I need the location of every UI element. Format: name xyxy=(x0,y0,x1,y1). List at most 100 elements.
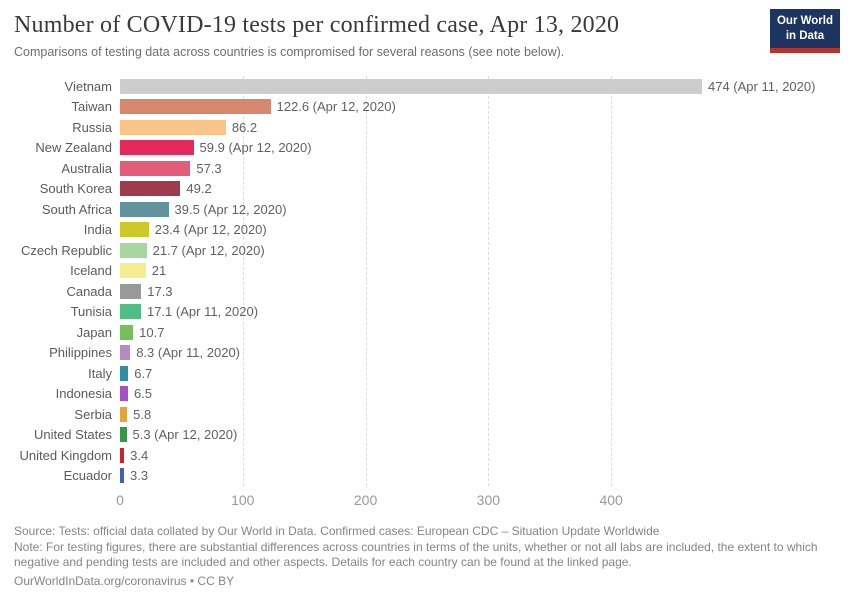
value-label: 17.1 (Apr 11, 2020) xyxy=(146,304,259,320)
bar-chart: Vietnam 474 (Apr 11, 2020) Taiwan 122.6 (Ap… xyxy=(0,76,850,514)
bar-row: Russia 86.2 xyxy=(0,117,850,138)
bar[interactable] xyxy=(120,263,146,279)
bar[interactable] xyxy=(120,283,142,299)
license-label: • CC BY xyxy=(186,573,235,588)
category-label: Australia xyxy=(61,160,112,176)
category-label: Italy xyxy=(88,365,112,381)
bar-row: South Africa 39.5 (Apr 12, 2020) xyxy=(0,199,850,220)
page-title: Number of COVID-19 tests per confirmed c… xyxy=(14,12,620,38)
value-label: 23.4 (Apr 12, 2020) xyxy=(154,222,267,238)
bar-row: India 23.4 (Apr 12, 2020) xyxy=(0,220,850,241)
bar-row: Tunisia 17.1 (Apr 11, 2020) xyxy=(0,302,850,323)
bar-row: Czech Republic 21.7 (Apr 12, 2020) xyxy=(0,240,850,261)
value-label: 86.2 xyxy=(231,119,258,135)
citation-link[interactable]: OurWorldInData.org/coronavirus xyxy=(14,573,187,588)
bar[interactable] xyxy=(120,78,702,94)
value-label: 5.3 (Apr 12, 2020) xyxy=(132,427,238,443)
value-label: 17.3 xyxy=(147,283,173,299)
category-label: Tunisia xyxy=(70,304,112,320)
bar-row: United States 5.3 (Apr 12, 2020) xyxy=(0,425,850,446)
value-label: 39.5 (Apr 12, 2020) xyxy=(174,201,287,217)
owid-logo[interactable]: Our World in Data xyxy=(769,9,840,53)
bar[interactable] xyxy=(120,304,141,320)
bar-row: Taiwan 122.6 (Apr 12, 2020) xyxy=(0,97,850,118)
bar[interactable] xyxy=(120,242,147,258)
x-axis: 0 100 200 300 400 xyxy=(116,488,702,514)
category-label: United States xyxy=(33,427,112,443)
chart-header: Number of COVID-19 tests per confirmed c… xyxy=(0,0,850,59)
category-label: Serbia xyxy=(74,406,112,422)
chart-subtitle: Comparisons of testing data across count… xyxy=(14,45,565,59)
bar[interactable] xyxy=(120,427,127,443)
category-label: Canada xyxy=(66,283,112,299)
bar-row: Canada 17.3 xyxy=(0,281,850,302)
category-label: Taiwan xyxy=(71,99,112,115)
value-label: 6.5 xyxy=(133,386,153,402)
axis-tick-label: 200 xyxy=(353,492,378,508)
value-label: 49.2 xyxy=(186,181,212,197)
bar[interactable] xyxy=(120,365,129,381)
value-label: 122.6 (Apr 12, 2020) xyxy=(276,99,396,115)
bar-row: South Korea 49.2 xyxy=(0,179,850,200)
category-label: South Africa xyxy=(41,201,112,217)
bar[interactable] xyxy=(120,324,134,340)
category-label: New Zealand xyxy=(35,140,112,156)
category-label: United Kingdom xyxy=(19,447,113,463)
bar[interactable] xyxy=(120,345,131,361)
value-label: 5.8 xyxy=(133,406,152,422)
category-label: Philippines xyxy=(49,345,112,361)
category-label: India xyxy=(83,222,112,238)
bar[interactable] xyxy=(120,468,125,484)
axis-tick-label: 300 xyxy=(476,492,501,508)
source-line: Source: Tests: official data collated by… xyxy=(14,524,660,538)
citation-line: OurWorldInData.org/coronavirus • CC BY xyxy=(14,574,836,590)
value-label: 8.3 (Apr 11, 2020) xyxy=(136,345,241,361)
bar[interactable] xyxy=(120,447,125,463)
axis-tick-label: 0 xyxy=(116,492,124,508)
value-label: 474 (Apr 11, 2020) xyxy=(708,78,816,94)
bar-row: Indonesia 6.5 xyxy=(0,384,850,405)
axis-tick-label: 100 xyxy=(231,492,255,508)
bar[interactable] xyxy=(120,181,181,197)
value-label: 59.9 (Apr 12, 2020) xyxy=(199,140,312,156)
bar-row: Japan 10.7 xyxy=(0,322,850,343)
bar[interactable] xyxy=(120,140,194,156)
category-label: South Korea xyxy=(39,181,112,197)
category-label: Iceland xyxy=(70,263,112,279)
value-label: 3.4 xyxy=(130,447,149,463)
bar-row: United Kingdom 3.4 xyxy=(0,445,850,466)
category-label: Russia xyxy=(72,119,112,135)
value-label: 3.3 xyxy=(130,468,149,484)
bar[interactable] xyxy=(120,406,128,422)
bar-row: Iceland 21 xyxy=(0,261,850,282)
owid-logo-line2: in Data xyxy=(785,29,825,42)
gridline xyxy=(365,76,367,486)
owid-logo-line1: Our World xyxy=(776,15,833,27)
bar-row: Italy 6.7 xyxy=(0,363,850,384)
bar[interactable] xyxy=(120,119,226,135)
bar[interactable] xyxy=(120,386,128,402)
category-label: Ecuador xyxy=(63,468,112,484)
category-label: Czech Republic xyxy=(20,242,112,258)
bar-row: Ecuador 3.3 xyxy=(0,466,850,487)
gridlines xyxy=(120,76,702,486)
chart-footer: Source: Tests: official data collated by… xyxy=(0,514,850,589)
bar[interactable] xyxy=(120,99,271,115)
bar-rows: Vietnam 474 (Apr 11, 2020) Taiwan 122.6 (Ap… xyxy=(0,76,850,486)
bar[interactable] xyxy=(120,222,149,238)
category-label: Japan xyxy=(76,324,112,340)
gridline xyxy=(242,76,244,486)
value-label: 21.7 (Apr 12, 2020) xyxy=(152,242,265,258)
bar-row: Vietnam 474 (Apr 11, 2020) xyxy=(0,76,850,97)
bar[interactable] xyxy=(120,160,191,176)
bar-row: New Zealand 59.9 (Apr 12, 2020) xyxy=(0,138,850,159)
value-label: 10.7 xyxy=(139,324,165,340)
value-label: 21 xyxy=(151,263,167,279)
bar-row: Philippines 8.3 (Apr 11, 2020) xyxy=(0,343,850,364)
note-line: Note: For testing figures, there are sub… xyxy=(14,539,818,570)
category-label: Indonesia xyxy=(55,386,112,402)
bar[interactable] xyxy=(120,201,169,217)
value-label: 57.3 xyxy=(196,160,222,176)
gridline xyxy=(611,76,613,486)
